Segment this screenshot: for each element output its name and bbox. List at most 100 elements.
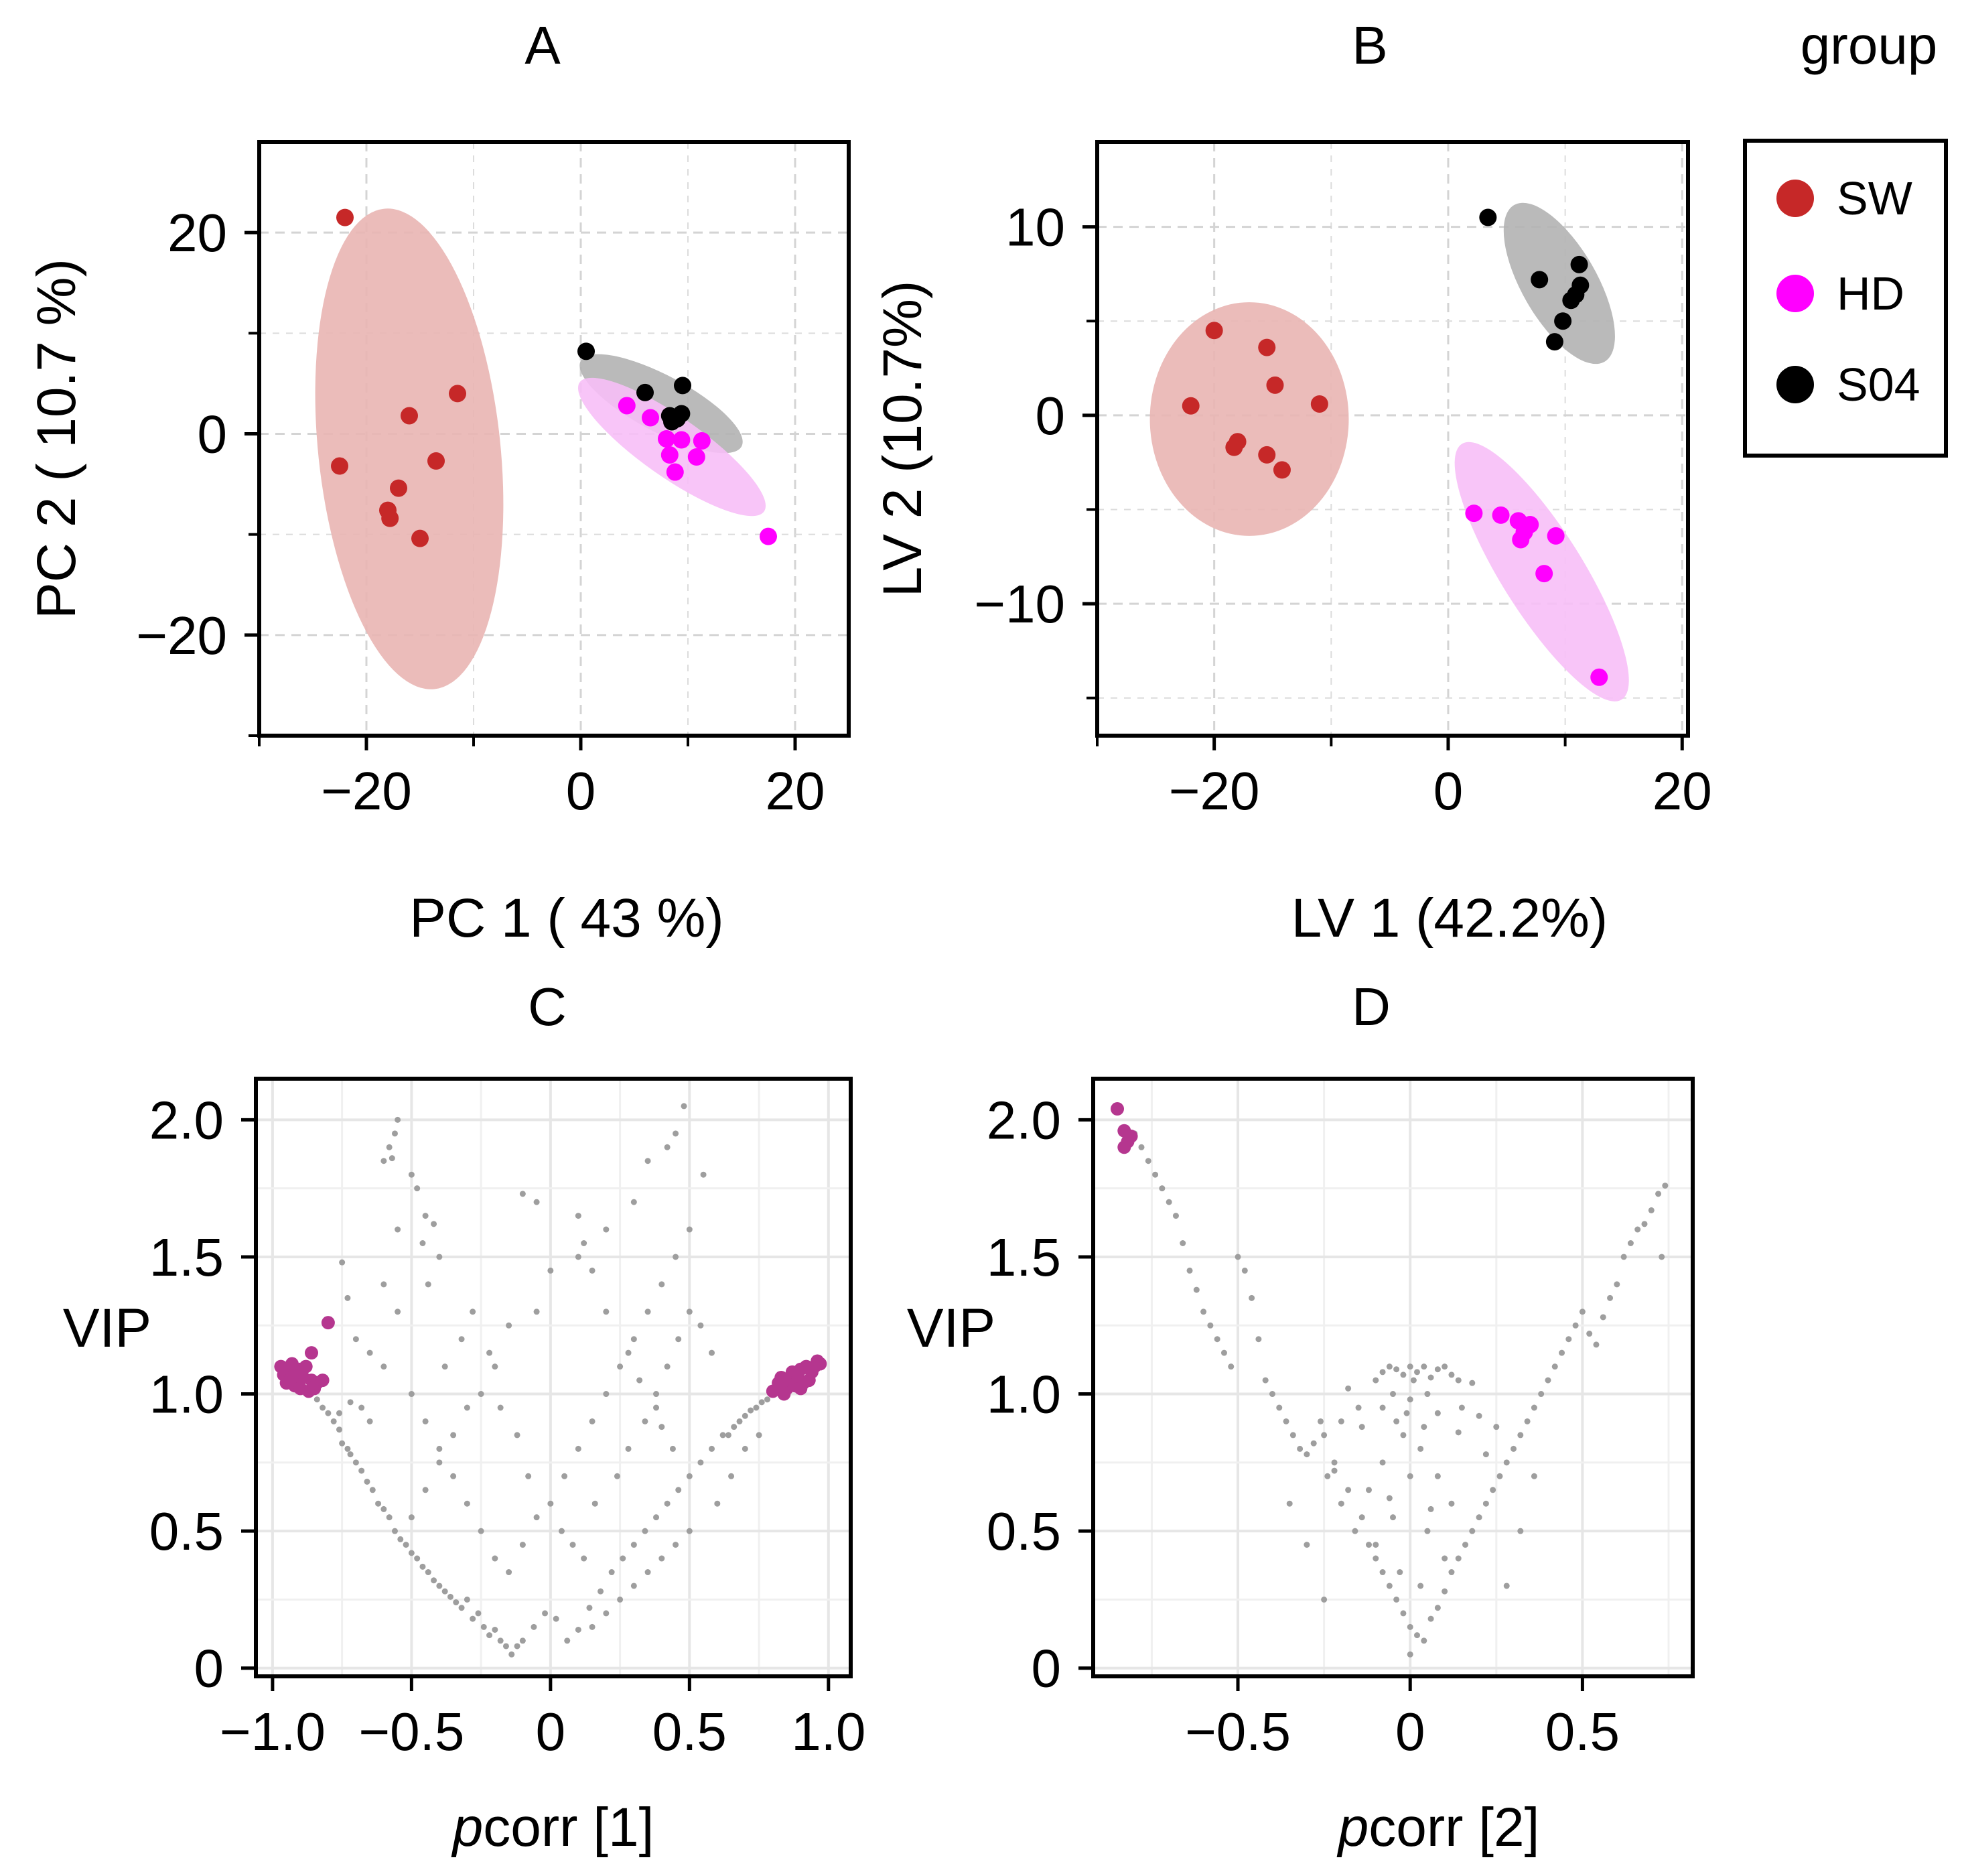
panel-d-xlabel-rest: corr [2] — [1369, 1797, 1539, 1858]
panel-c-ticks: −1.0 −0.5 0 0.5 1.0 0 0.5 1.0 1.5 2.0 — [149, 1090, 866, 1761]
x-tick-label: −0.5 — [358, 1702, 464, 1761]
vip-point — [508, 1651, 515, 1658]
x-tick-label: −0.5 — [1185, 1702, 1291, 1761]
vip-point — [436, 1445, 443, 1452]
vip-point — [1397, 1569, 1403, 1576]
vip-point — [1193, 1286, 1200, 1293]
panel-d-ticks: −0.5 0 0.5 0 0.5 1.0 1.5 2.0 — [987, 1090, 1620, 1761]
vip-point — [1421, 1363, 1427, 1370]
vip-point — [1379, 1404, 1386, 1411]
vip-point — [1517, 1528, 1524, 1534]
x-tick-label: 0 — [1433, 761, 1464, 821]
vip-point — [1417, 1583, 1424, 1589]
point-sw — [1182, 397, 1200, 415]
vip-point — [589, 1623, 595, 1630]
vip-point — [1403, 1410, 1410, 1416]
vip-point — [358, 1467, 365, 1474]
vip-point — [1458, 1404, 1465, 1411]
vip-point — [1410, 1377, 1417, 1384]
point-hd — [1512, 531, 1530, 549]
vip-point — [1469, 1528, 1476, 1534]
legend-label-sw: SW — [1837, 172, 1912, 224]
vip-point — [414, 1185, 421, 1192]
vip-point — [1255, 1336, 1262, 1343]
vip-point — [764, 1396, 771, 1403]
point-sw — [381, 509, 399, 527]
vip-point — [736, 1418, 743, 1424]
x-tick-label: −20 — [1169, 761, 1260, 821]
vip-point — [1400, 1432, 1407, 1438]
vip-point — [1297, 1445, 1304, 1452]
panel-a-title: A — [524, 15, 561, 75]
vip-point — [1442, 1588, 1448, 1595]
vip-point — [1338, 1500, 1344, 1507]
vip-point — [1538, 1391, 1545, 1398]
panel-d-title: D — [1352, 977, 1391, 1036]
vip-point — [581, 1555, 587, 1562]
vip-point — [625, 1349, 632, 1356]
vip-point — [519, 1191, 526, 1197]
vip-point — [1482, 1500, 1489, 1507]
vip-point — [1462, 1542, 1469, 1548]
vip-point — [478, 1391, 484, 1398]
vip-point — [320, 1404, 326, 1411]
point-hd — [1535, 565, 1553, 583]
point-sw — [336, 208, 354, 226]
vip-point — [617, 1363, 624, 1370]
vip-point — [575, 1254, 581, 1260]
vip-point — [700, 1171, 707, 1178]
panel-a-xlabel: PC 1 ( 43 %) — [409, 888, 723, 949]
vip-point — [1524, 1418, 1531, 1424]
point-sw — [449, 385, 466, 403]
vip-point — [497, 1404, 504, 1411]
vip-point — [742, 1412, 748, 1419]
vip-point — [653, 1514, 660, 1521]
vip-point — [431, 1221, 437, 1227]
ellipse-sw — [315, 208, 504, 689]
point-sw — [427, 452, 445, 470]
panel-d: D −0.5 0 0.5 0 0.5 1.0 1.5 2.0 pcorr [2] VIP — [907, 977, 1695, 1858]
vip-point — [478, 1528, 484, 1534]
vip-point — [1407, 1396, 1413, 1403]
vip-point — [709, 1349, 715, 1356]
vip-point — [1379, 1369, 1386, 1376]
vip-point — [486, 1349, 493, 1356]
legend-item-s04: S04 — [1776, 358, 1920, 411]
vip-point — [1386, 1363, 1393, 1370]
vip-point — [603, 1610, 610, 1617]
panel-b-xlabel: LV 1 (42.2%) — [1291, 888, 1608, 949]
vip-point — [642, 1528, 648, 1534]
legend-swatch-hd — [1776, 275, 1814, 312]
vip-point — [1493, 1424, 1500, 1430]
panel-c-points — [274, 1103, 827, 1658]
vip-point — [1496, 1473, 1503, 1479]
vip-point — [1220, 1349, 1227, 1356]
vip-point — [1517, 1432, 1524, 1438]
vip-point — [1321, 1432, 1328, 1438]
vip-point — [1365, 1487, 1372, 1493]
vip-point — [514, 1432, 520, 1438]
vip-point-highlight — [794, 1382, 808, 1396]
vip-point — [1586, 1331, 1593, 1337]
vip-point — [422, 1213, 429, 1219]
point-sw — [1310, 395, 1328, 413]
vip-point — [756, 1432, 762, 1438]
vip-point — [313, 1396, 320, 1403]
vip-point — [653, 1404, 660, 1411]
ellipse-s04 — [1503, 202, 1615, 364]
panel-c: C −1.0 −0.5 0 0.5 1.0 0 0.5 1.0 1.5 2.0 pcorr [1]… — [63, 977, 865, 1858]
vip-point — [391, 1130, 398, 1137]
point-hd — [666, 463, 684, 481]
vip-point — [436, 1459, 443, 1466]
vip-point — [1228, 1363, 1235, 1370]
vip-point — [408, 1391, 415, 1398]
vip-point — [1482, 1451, 1489, 1458]
vip-point — [408, 1550, 415, 1556]
vip-point — [725, 1432, 731, 1438]
vip-point — [336, 1426, 342, 1433]
vip-point — [453, 1599, 460, 1606]
vip-point — [1559, 1349, 1565, 1356]
vip-point — [1531, 1473, 1537, 1479]
vip-point — [719, 1432, 726, 1438]
vip-point — [1214, 1336, 1220, 1343]
